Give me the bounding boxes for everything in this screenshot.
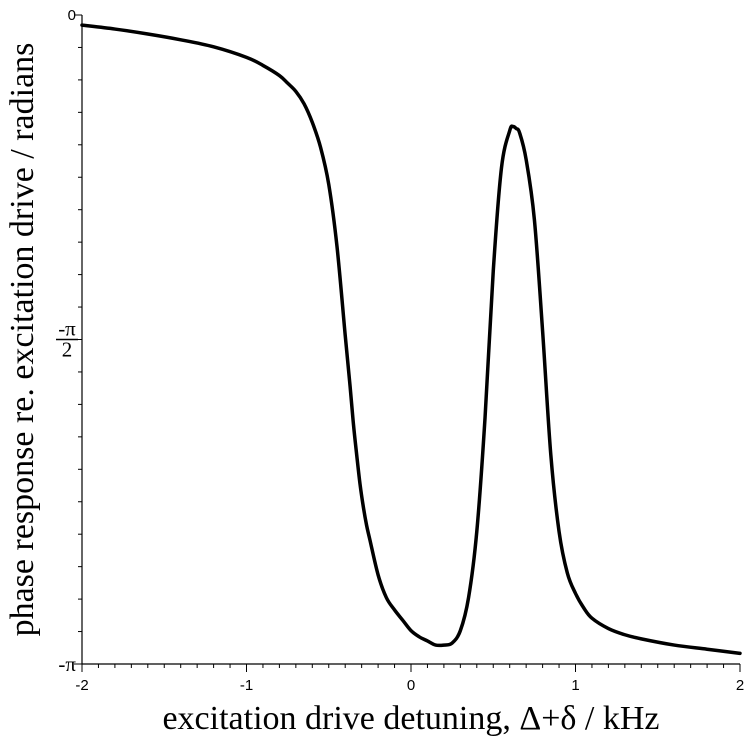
x-tick-label: 2 — [736, 677, 744, 694]
x-tick-label: -1 — [240, 677, 253, 694]
x-tick-labels: -2 -1 0 1 2 — [75, 677, 744, 694]
x-ticks — [81, 664, 741, 672]
y-axis-title: phase response re. excitation drive / ra… — [4, 43, 41, 637]
y-tick-label-denominator: 2 — [62, 338, 73, 362]
x-tick-label: -2 — [75, 677, 88, 694]
x-tick-label: 0 — [407, 677, 415, 694]
phase-response-curve — [80, 23, 742, 656]
axes — [81, 15, 740, 665]
y-tick-labels: 0-π2-π — [56, 7, 78, 676]
x-tick-label: 1 — [571, 677, 579, 694]
y-tick-label-numerator: -π — [58, 317, 76, 341]
y-tick-label: 0 — [68, 7, 76, 24]
y-tick-label: -π — [58, 652, 76, 676]
x-axis-title: excitation drive detuning, Δ+δ / kHz — [162, 700, 659, 737]
y-tick-label-fraction: -π2 — [56, 317, 78, 362]
